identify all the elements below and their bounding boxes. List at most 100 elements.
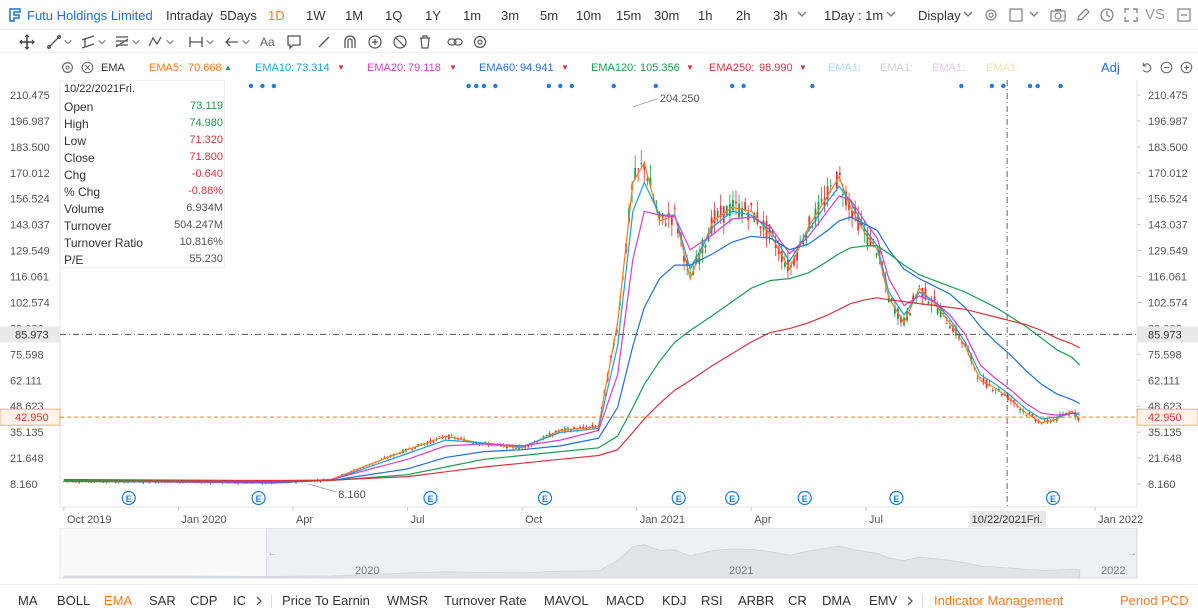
tab-turnover-rate[interactable]: Turnover Rate (444, 593, 527, 608)
event-dot[interactable] (810, 83, 815, 89)
range-navigator[interactable]: ← → 2020 2021 2022 (0, 528, 1198, 580)
tab-rsi[interactable]: RSI (701, 593, 723, 608)
earnings-marker-icon[interactable] (537, 490, 553, 506)
period-pcd-button[interactable]: Period PCD (1120, 593, 1189, 608)
event-dot[interactable] (1035, 83, 1040, 89)
hide-icon[interactable] (392, 34, 408, 50)
chevron-down-icon[interactable] (241, 37, 251, 47)
earnings-marker-icon[interactable] (1045, 490, 1061, 506)
tab-price-to-earnings[interactable]: Price To Earnin (282, 593, 370, 608)
interval-select[interactable]: 1Day : 1m (824, 8, 884, 23)
tab-kdj[interactable]: KDJ (662, 593, 687, 608)
event-dot[interactable] (546, 83, 552, 89)
tab-macd[interactable]: MACD (606, 593, 645, 608)
period-3h[interactable]: 3h (773, 8, 788, 23)
earnings-marker-icon[interactable] (251, 490, 266, 506)
square-icon[interactable] (1008, 7, 1024, 23)
event-dot[interactable] (1001, 83, 1006, 89)
minus-icon[interactable] (1160, 61, 1173, 74)
arrow-icon[interactable] (224, 34, 240, 50)
event-dot[interactable] (260, 83, 265, 89)
navigator-overview[interactable]: ← → (0, 528, 1198, 580)
period-intraday[interactable]: Intraday (166, 8, 213, 23)
period-5min[interactable]: 5m (540, 8, 559, 23)
event-dot[interactable] (474, 83, 479, 89)
tab-ema[interactable]: EMA (104, 593, 133, 608)
tab-cdp[interactable]: CDP (190, 593, 218, 608)
trend-line-icon[interactable] (46, 34, 62, 50)
edit-icon[interactable] (1075, 7, 1091, 23)
earnings-marker-icon[interactable] (423, 490, 438, 506)
earnings-marker-icon[interactable] (889, 490, 904, 506)
tab-cr[interactable]: CR (788, 593, 807, 608)
event-dot[interactable] (1027, 83, 1033, 89)
lock-icon[interactable] (367, 34, 383, 50)
plus-icon[interactable] (1180, 61, 1193, 74)
period-15min[interactable]: 15m (616, 8, 642, 23)
chevron-down-icon[interactable] (796, 8, 808, 20)
fibonacci-icon[interactable] (114, 34, 130, 50)
tab-wmsr[interactable]: WMSR (387, 593, 429, 608)
display-button[interactable]: Display (918, 8, 961, 23)
chevron-down-icon[interactable] (885, 8, 897, 20)
period-10min[interactable]: 10m (576, 8, 602, 23)
tab-sar[interactable]: SAR (149, 593, 176, 608)
event-dot[interactable] (611, 83, 616, 89)
earnings-marker-icon[interactable] (671, 490, 686, 506)
close-icon[interactable] (81, 61, 94, 74)
clock-icon[interactable] (1099, 7, 1115, 23)
event-dot[interactable] (466, 83, 471, 89)
price-chart[interactable]: 210.475 196.987 183.500 170.012 156.524 143.0… (0, 78, 1198, 528)
event-dot[interactable] (248, 83, 254, 89)
tab-dma[interactable]: DMA (822, 593, 851, 608)
note-icon[interactable] (286, 34, 302, 50)
ruler-icon[interactable] (316, 34, 332, 50)
settings-icon[interactable] (472, 34, 488, 50)
event-dot[interactable] (1058, 83, 1063, 89)
channel-icon[interactable] (80, 34, 96, 50)
trash-icon[interactable] (417, 34, 433, 50)
event-dot[interactable] (729, 83, 735, 89)
settings-icon[interactable] (983, 7, 999, 23)
period-1h[interactable]: 1h (698, 8, 713, 23)
vs-button[interactable]: VS (1145, 6, 1166, 23)
event-dot[interactable] (481, 83, 487, 89)
navigator-right-handle[interactable]: → (1127, 548, 1137, 559)
chevron-right-icon[interactable] (905, 595, 915, 607)
fullscreen-icon[interactable] (1123, 7, 1139, 23)
chevron-down-icon[interactable] (165, 37, 175, 47)
tab-boll[interactable]: BOLL (57, 593, 91, 608)
period-1w[interactable]: 1W (306, 8, 326, 23)
period-5days[interactable]: 5Days (220, 8, 257, 23)
chevron-down-icon[interactable] (1028, 8, 1040, 20)
chevron-down-icon[interactable] (131, 37, 141, 47)
tab-emv[interactable]: EMV (869, 593, 898, 608)
event-dot[interactable] (653, 83, 658, 89)
event-dot[interactable] (569, 83, 574, 89)
period-30min[interactable]: 30m (654, 8, 680, 23)
period-2h[interactable]: 2h (736, 8, 751, 23)
period-1q[interactable]: 1Q (385, 8, 403, 23)
event-dot[interactable] (558, 83, 563, 89)
event-dot[interactable] (741, 83, 746, 89)
magnet-icon[interactable] (342, 34, 358, 50)
indicator-management-button[interactable]: Indicator Management (934, 593, 1064, 608)
earnings-marker-icon[interactable] (725, 490, 740, 506)
camera-icon[interactable] (1050, 7, 1066, 23)
undo-icon[interactable] (1140, 61, 1153, 74)
text-tool-button[interactable]: Aa (260, 35, 275, 49)
tab-arbr[interactable]: ARBR (738, 593, 775, 608)
earnings-marker-icon[interactable] (797, 490, 812, 506)
pattern-icon[interactable] (148, 34, 164, 50)
event-dot[interactable] (989, 83, 995, 89)
link-icon[interactable] (447, 34, 463, 50)
period-1min[interactable]: 1m (463, 8, 482, 23)
tab-mavol[interactable]: MAVOL (544, 593, 589, 608)
crosshair-icon[interactable] (19, 34, 35, 50)
period-1y[interactable]: 1Y (425, 8, 441, 23)
period-1d[interactable]: 1D (268, 8, 285, 23)
chevron-down-icon[interactable] (63, 37, 73, 47)
event-dot[interactable] (959, 83, 964, 89)
chevron-down-icon[interactable] (97, 37, 107, 47)
maximize-icon[interactable] (1176, 7, 1192, 23)
